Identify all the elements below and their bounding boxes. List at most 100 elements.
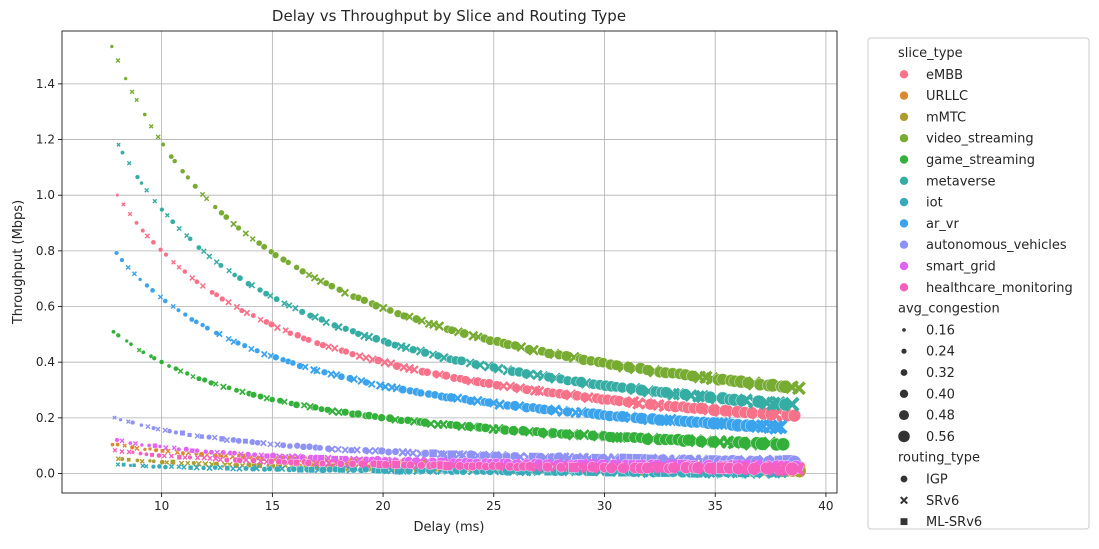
data-point xyxy=(298,308,306,316)
data-point xyxy=(361,459,370,469)
legend-marker xyxy=(899,261,909,271)
data-point xyxy=(160,448,165,454)
data-point xyxy=(159,207,165,213)
data-point xyxy=(378,303,388,313)
data-point xyxy=(441,371,451,381)
data-point xyxy=(181,464,187,470)
data-point xyxy=(159,459,165,465)
data-point xyxy=(272,251,280,259)
legend-label: IGP xyxy=(926,473,948,488)
data-point xyxy=(126,160,132,166)
legend-style-marker xyxy=(900,496,908,505)
data-point xyxy=(772,419,788,435)
data-point xyxy=(452,393,463,403)
data-point xyxy=(578,429,590,441)
data-point xyxy=(318,405,325,413)
data-point xyxy=(119,257,125,263)
y-tick-label: 1.2 xyxy=(36,133,55,147)
data-point xyxy=(260,439,267,447)
data-point xyxy=(200,322,206,328)
data-point xyxy=(122,443,127,448)
legend-title-slice-type: slice_type xyxy=(898,46,963,61)
data-point xyxy=(176,225,182,232)
data-point xyxy=(238,451,244,458)
data-point xyxy=(156,463,163,470)
data-point xyxy=(165,448,171,455)
data-point xyxy=(456,355,467,366)
data-point xyxy=(542,461,553,473)
data-point xyxy=(226,267,232,274)
data-point xyxy=(416,388,425,398)
data-point xyxy=(274,441,281,448)
legend-label: SRv6 xyxy=(926,494,959,509)
data-point xyxy=(422,368,432,377)
data-point xyxy=(692,390,705,403)
legend-label: mMTC xyxy=(926,110,966,125)
data-point xyxy=(243,309,251,317)
legend-size-marker xyxy=(901,348,907,354)
data-point xyxy=(472,395,483,407)
data-point xyxy=(292,401,301,409)
legend-size-marker xyxy=(899,410,909,421)
data-point xyxy=(384,338,393,348)
data-point xyxy=(367,380,376,388)
data-point xyxy=(176,307,181,313)
data-point xyxy=(364,332,374,342)
data-point xyxy=(281,300,288,307)
data-point xyxy=(112,447,118,453)
data-point xyxy=(130,419,136,426)
data-point xyxy=(266,465,273,472)
data-point xyxy=(347,446,355,454)
data-point xyxy=(256,286,264,294)
data-point xyxy=(381,460,390,470)
data-point xyxy=(296,362,304,370)
data-point xyxy=(398,385,408,394)
data-point xyxy=(305,443,314,451)
data-point xyxy=(135,458,140,463)
legend-marker xyxy=(899,155,909,164)
data-point xyxy=(153,447,159,453)
data-point xyxy=(138,277,143,282)
data-point xyxy=(231,450,238,456)
data-point xyxy=(150,239,157,246)
data-point xyxy=(391,341,399,350)
data-point xyxy=(459,328,470,339)
data-point xyxy=(127,211,133,217)
data-point xyxy=(217,464,224,471)
data-point xyxy=(300,401,308,409)
grid-lines xyxy=(62,31,837,493)
data-point xyxy=(268,396,276,403)
data-point xyxy=(144,282,150,289)
data-point xyxy=(360,296,369,305)
data-point xyxy=(195,460,202,467)
data-point xyxy=(185,174,191,180)
data-point xyxy=(322,318,330,327)
y-tick-label: 0.0 xyxy=(36,467,55,481)
data-point xyxy=(152,443,158,449)
data-point xyxy=(267,458,275,465)
data-point xyxy=(134,445,140,451)
data-point xyxy=(185,460,191,466)
data-point xyxy=(493,363,504,374)
data-point xyxy=(151,355,157,361)
data-point xyxy=(168,463,175,470)
data-point xyxy=(391,460,401,470)
data-point xyxy=(654,461,666,474)
data-point xyxy=(206,253,213,260)
data-point xyxy=(124,338,129,344)
data-point xyxy=(206,434,212,441)
data-point xyxy=(139,442,144,448)
data-point xyxy=(109,44,114,49)
data-point xyxy=(241,342,248,349)
data-point xyxy=(126,449,132,455)
data-point xyxy=(261,466,268,473)
data-point xyxy=(155,134,161,140)
data-point xyxy=(409,365,419,375)
legend-style-marker xyxy=(900,517,908,526)
data-point xyxy=(150,464,156,470)
data-point xyxy=(294,331,302,339)
data-point xyxy=(193,319,200,325)
data-point xyxy=(131,271,137,277)
data-point xyxy=(182,268,188,275)
data-point xyxy=(213,291,220,298)
